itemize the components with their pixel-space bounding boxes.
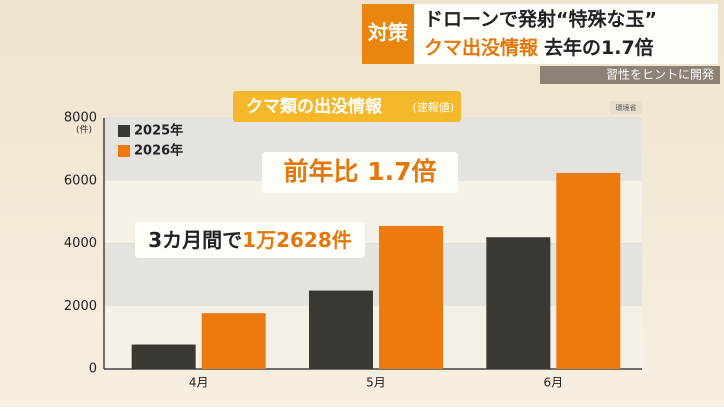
y-tick-label: 2000 (64, 299, 97, 314)
sub-box (540, 66, 720, 84)
headline-2-highlight: クマ出没情報 (424, 36, 539, 59)
headline-2: クマ出没情報 去年の1.7倍 (424, 36, 654, 59)
headline-2-rest: 去年の1.7倍 (544, 36, 654, 59)
headline-1: ドローンで発射“特殊な玉” (424, 8, 657, 31)
y-tick-label: 8000 (64, 111, 97, 126)
legend-swatch (118, 125, 130, 137)
total-prefix: 3カ月間で (148, 228, 242, 252)
ratio: 前年比 1.7倍 (284, 157, 437, 186)
bar (486, 237, 551, 369)
title-box (233, 91, 461, 122)
tag: 対策 (367, 21, 409, 45)
bar (556, 172, 621, 369)
source: 環境省 (616, 103, 637, 112)
legend-swatch (118, 145, 130, 157)
total-box (135, 222, 365, 258)
total: 3カ月間で1万2628件 (148, 228, 352, 252)
y-tick-label: 0 (89, 362, 97, 377)
y-axis-label: (件) (76, 124, 92, 136)
bar (379, 225, 443, 369)
chart-subtitle: (速報値) (412, 101, 454, 114)
ratio-box (262, 152, 458, 193)
legend-label: 2025年 (134, 123, 183, 139)
tag-box (362, 4, 414, 64)
bar (131, 344, 196, 369)
chart-title: クマ類の出没情報 (246, 96, 383, 117)
bar (309, 290, 373, 369)
x-tick-label: 6月 (544, 376, 564, 390)
y-tick-label: 4000 (64, 236, 97, 251)
x-tick-label: 5月 (366, 376, 386, 390)
total-value: 1万2628件 (242, 228, 352, 252)
sub: 習性をヒントに開発 (606, 68, 714, 82)
x-tick-label: 4月 (189, 376, 209, 390)
y-tick-label: 6000 (64, 173, 97, 188)
source-box (610, 101, 642, 114)
bar (201, 313, 266, 369)
legend-label: 2026年 (134, 143, 183, 159)
headline-box (414, 4, 718, 64)
